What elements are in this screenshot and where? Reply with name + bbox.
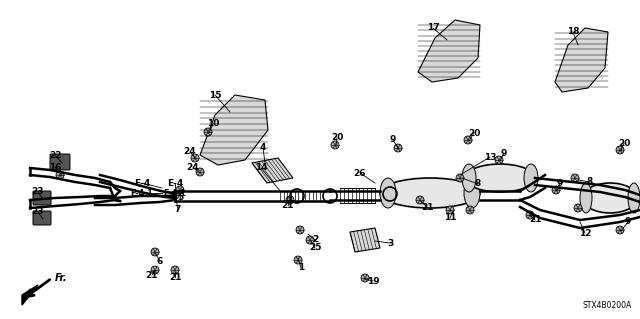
Text: 9: 9: [390, 136, 396, 145]
Text: 23: 23: [32, 207, 44, 217]
Text: E-4: E-4: [167, 179, 183, 188]
Circle shape: [294, 256, 302, 264]
Text: 21: 21: [282, 202, 294, 211]
Ellipse shape: [628, 183, 640, 213]
Text: 17: 17: [427, 24, 439, 33]
Text: 16: 16: [49, 162, 61, 172]
Text: 8: 8: [475, 180, 481, 189]
Text: E-4-1: E-4-1: [164, 189, 186, 197]
Text: E-4: E-4: [134, 179, 150, 188]
Text: 21: 21: [529, 216, 541, 225]
Ellipse shape: [465, 164, 535, 192]
Circle shape: [456, 174, 464, 182]
Text: 10: 10: [207, 120, 219, 129]
Ellipse shape: [380, 178, 480, 208]
Text: 21: 21: [146, 271, 158, 279]
Circle shape: [361, 274, 369, 282]
Text: 20: 20: [331, 133, 343, 143]
Text: 25: 25: [308, 243, 321, 253]
Text: 2: 2: [312, 235, 318, 244]
Ellipse shape: [580, 183, 592, 213]
Text: 9: 9: [557, 179, 563, 188]
Text: 15: 15: [209, 91, 221, 100]
FancyBboxPatch shape: [33, 191, 51, 205]
Text: 1: 1: [298, 263, 304, 272]
Text: 12: 12: [579, 228, 591, 238]
Circle shape: [331, 141, 339, 149]
Circle shape: [176, 186, 184, 194]
Text: 9: 9: [625, 218, 631, 226]
Text: 6: 6: [157, 256, 163, 265]
Text: 4: 4: [260, 144, 266, 152]
Text: 14: 14: [255, 164, 268, 173]
Circle shape: [616, 226, 624, 234]
Circle shape: [466, 206, 474, 214]
Text: 9: 9: [501, 149, 507, 158]
Circle shape: [56, 171, 64, 179]
Circle shape: [306, 236, 314, 244]
Ellipse shape: [464, 178, 480, 208]
Circle shape: [204, 128, 212, 136]
Text: 24: 24: [184, 147, 196, 157]
Text: 22: 22: [49, 151, 61, 160]
Circle shape: [464, 136, 472, 144]
Ellipse shape: [380, 178, 396, 208]
Text: STX4B0200A: STX4B0200A: [583, 301, 632, 310]
Polygon shape: [418, 20, 480, 82]
Circle shape: [191, 154, 199, 162]
Circle shape: [574, 204, 582, 212]
FancyBboxPatch shape: [50, 154, 70, 170]
Circle shape: [171, 191, 179, 199]
Text: 8: 8: [587, 177, 593, 187]
Circle shape: [151, 266, 159, 274]
Circle shape: [571, 174, 579, 182]
Circle shape: [196, 168, 204, 176]
Text: 21: 21: [169, 272, 181, 281]
Text: 5: 5: [177, 194, 183, 203]
Text: 20: 20: [618, 138, 630, 147]
Polygon shape: [350, 228, 380, 252]
Text: 20: 20: [468, 129, 480, 137]
Circle shape: [394, 144, 402, 152]
Text: 18: 18: [567, 27, 579, 36]
Text: 7: 7: [175, 205, 181, 214]
Circle shape: [446, 206, 454, 214]
Text: E-4-1: E-4-1: [131, 189, 154, 197]
Text: 24: 24: [187, 162, 199, 172]
Circle shape: [151, 248, 159, 256]
Circle shape: [552, 186, 560, 194]
Circle shape: [495, 156, 503, 164]
Text: 19: 19: [367, 277, 380, 286]
Text: Fr.: Fr.: [55, 273, 68, 283]
Circle shape: [296, 226, 304, 234]
Text: 21: 21: [420, 203, 433, 211]
Text: 11: 11: [444, 213, 456, 222]
Polygon shape: [22, 285, 38, 305]
Ellipse shape: [462, 164, 476, 192]
Ellipse shape: [582, 183, 637, 213]
Circle shape: [616, 146, 624, 154]
Polygon shape: [200, 95, 268, 165]
Text: 13: 13: [484, 152, 496, 161]
Text: 23: 23: [32, 188, 44, 197]
Circle shape: [416, 196, 424, 204]
Circle shape: [171, 266, 179, 274]
Polygon shape: [252, 158, 293, 183]
Circle shape: [526, 211, 534, 219]
Circle shape: [286, 196, 294, 204]
FancyBboxPatch shape: [33, 211, 51, 225]
Text: 3: 3: [387, 239, 393, 248]
Ellipse shape: [524, 164, 538, 192]
Polygon shape: [555, 28, 608, 92]
Text: 26: 26: [354, 168, 366, 177]
